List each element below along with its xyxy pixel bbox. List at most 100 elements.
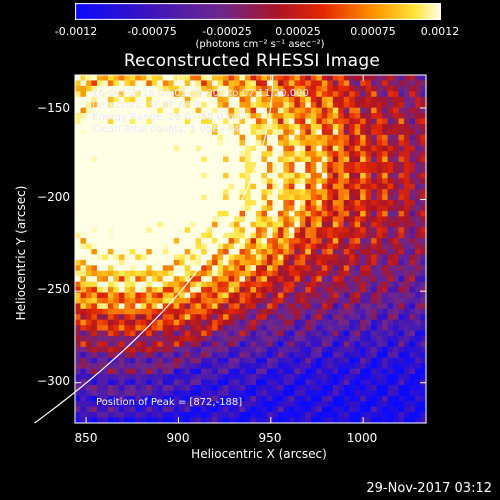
heatmap-cell — [250, 319, 257, 326]
heatmap-cell — [250, 102, 257, 109]
heatmap-cell — [162, 368, 169, 375]
heatmap-cell — [310, 319, 317, 326]
heatmap-cell — [228, 379, 235, 386]
heatmap-cell — [151, 113, 158, 120]
heatmap-cell — [80, 297, 87, 304]
heatmap-cell — [91, 292, 98, 299]
heatmap-cell — [239, 183, 246, 190]
heatmap-cell — [338, 341, 345, 348]
heatmap-cell — [96, 221, 104, 228]
heatmap-cell — [382, 417, 389, 424]
heatmap-cell — [321, 221, 328, 228]
heatmap-cell — [371, 390, 378, 397]
heatmap-cell — [201, 417, 208, 424]
heatmap-cell — [107, 162, 114, 169]
heatmap-cell — [288, 270, 295, 277]
heatmap-cell — [332, 80, 339, 87]
heatmap-cell — [91, 319, 98, 326]
heatmap-cell — [371, 325, 378, 332]
heatmap-cell — [162, 96, 169, 103]
heatmap-cell — [96, 183, 104, 190]
heatmap-cell — [299, 363, 306, 370]
heatmap-cell — [420, 162, 427, 169]
heatmap-cell — [146, 314, 153, 321]
heatmap-cell — [124, 368, 131, 375]
heatmap-cell — [96, 210, 104, 217]
heatmap-cell — [404, 395, 411, 402]
heatmap-cell — [195, 412, 202, 419]
heatmap-cell — [124, 96, 131, 103]
heatmap-cell — [387, 379, 394, 386]
heatmap-cell — [415, 210, 422, 217]
heatmap-cell — [277, 417, 284, 424]
heatmap-cell — [184, 314, 191, 321]
heatmap-cell — [398, 406, 405, 413]
heatmap-cell — [398, 325, 405, 332]
heatmap-cell — [283, 123, 290, 130]
heatmap-cell — [404, 325, 411, 332]
heatmap-cell — [266, 336, 274, 343]
heatmap-cell — [338, 384, 345, 391]
heatmap-cell — [338, 123, 345, 130]
heatmap-cell — [393, 134, 400, 141]
heatmap-cell — [184, 227, 191, 234]
heatmap-cell — [382, 374, 389, 381]
heatmap-cell — [415, 249, 422, 256]
heatmap-cell — [310, 265, 317, 272]
heatmap-cell — [415, 194, 422, 201]
heatmap-cell — [162, 75, 169, 82]
heatmap-cell — [299, 281, 306, 288]
heatmap-cell — [266, 134, 274, 141]
heatmap-cell — [371, 162, 378, 169]
heatmap-cell — [146, 297, 153, 304]
heatmap-cell — [316, 303, 323, 310]
heatmap-cell — [245, 140, 252, 147]
heatmap-cell — [288, 336, 295, 343]
heatmap-cell — [146, 232, 153, 239]
heatmap-cell — [343, 200, 350, 207]
heatmap-cell — [261, 319, 268, 326]
heatmap-cell — [195, 102, 202, 109]
heatmap-cell — [354, 140, 361, 147]
heatmap-cell — [212, 357, 219, 364]
heatmap-cell — [393, 194, 400, 201]
heatmap-cell — [310, 243, 317, 250]
heatmap-cell — [162, 330, 169, 337]
heatmap-cell — [212, 151, 219, 158]
heatmap-cell — [283, 129, 290, 136]
heatmap-cell — [420, 123, 427, 130]
heatmap-cell — [162, 265, 169, 272]
heatmap-cell — [113, 308, 120, 315]
heatmap-cell — [332, 401, 339, 408]
heatmap-cell — [404, 172, 411, 179]
heatmap-cell — [80, 374, 87, 381]
heatmap-cell — [316, 276, 323, 283]
heatmap-cell — [80, 357, 87, 364]
heatmap-cell — [129, 265, 136, 272]
heatmap-cell — [206, 314, 213, 321]
heatmap-cell — [173, 227, 180, 234]
heatmap-cell — [404, 118, 411, 125]
heatmap-cell — [415, 200, 422, 207]
heatmap-cell — [75, 292, 82, 299]
heatmap-cell — [316, 91, 323, 98]
heatmap-cell — [91, 330, 98, 337]
heatmap-cell — [272, 221, 279, 228]
heatmap-cell — [305, 379, 312, 386]
heatmap-cell — [190, 319, 197, 326]
heatmap-cell — [294, 308, 301, 315]
heatmap-cell — [294, 336, 301, 343]
heatmap-cell — [75, 85, 82, 92]
heatmap-cell — [283, 189, 290, 196]
heatmap-cell — [129, 183, 136, 190]
heatmap-cell — [332, 210, 339, 217]
heatmap-cell — [80, 151, 87, 158]
heatmap-cell — [239, 265, 246, 272]
heatmap-cell — [382, 91, 389, 98]
heatmap-cell — [118, 270, 125, 277]
heatmap-cell — [245, 156, 252, 163]
heatmap-cell — [151, 75, 158, 82]
heatmap-cell — [245, 352, 252, 359]
heatmap-cell — [255, 221, 263, 228]
heatmap-cell — [85, 75, 93, 82]
